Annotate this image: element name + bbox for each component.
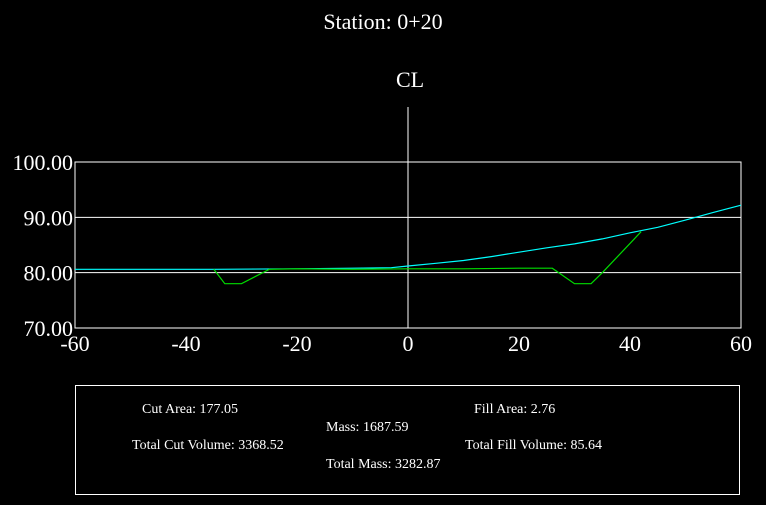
cut-area-text: Cut Area: 177.05 [142, 402, 239, 417]
x-tick-label: -40 [171, 331, 200, 356]
plot-area: 70.00 80.00 90.00 100.00 -60 -40 -20 0 20 40 60 CL [13, 67, 753, 356]
y-tick-label: 70.00 [24, 316, 74, 341]
total-fill-volume-text: Total Fill Volume: 85.64 [465, 438, 602, 453]
y-tick-label: 80.00 [24, 261, 74, 286]
x-tick-label: 60 [730, 331, 752, 356]
y-tick-label: 90.00 [24, 205, 74, 230]
x-tick-label: -60 [60, 331, 89, 356]
x-tick-label: 40 [619, 331, 641, 356]
y-tick-label: 100.00 [13, 150, 74, 175]
chart-title: Station: 0+20 [323, 9, 443, 34]
total-mass-text: Total Mass: 3282.87 [326, 457, 441, 472]
total-cut-volume-text: Total Cut Volume: 3368.52 [132, 438, 284, 453]
mass-text: Mass: 1687.59 [326, 420, 409, 435]
x-tick-label: -20 [282, 331, 311, 356]
design-line [213, 231, 642, 285]
centerline-label: CL [396, 67, 424, 92]
summary-panel: Cut Area: 177.05 Fill Area: 2.76 Mass: 1… [75, 385, 740, 495]
ground-line [75, 204, 742, 270]
fill-area-text: Fill Area: 2.76 [474, 402, 556, 417]
x-tick-label: 20 [508, 331, 530, 356]
cross-section-chart: 70.00 80.00 90.00 100.00 -60 -40 -20 0 20 40 60 CL [13, 67, 753, 356]
x-tick-label: 0 [403, 331, 414, 356]
